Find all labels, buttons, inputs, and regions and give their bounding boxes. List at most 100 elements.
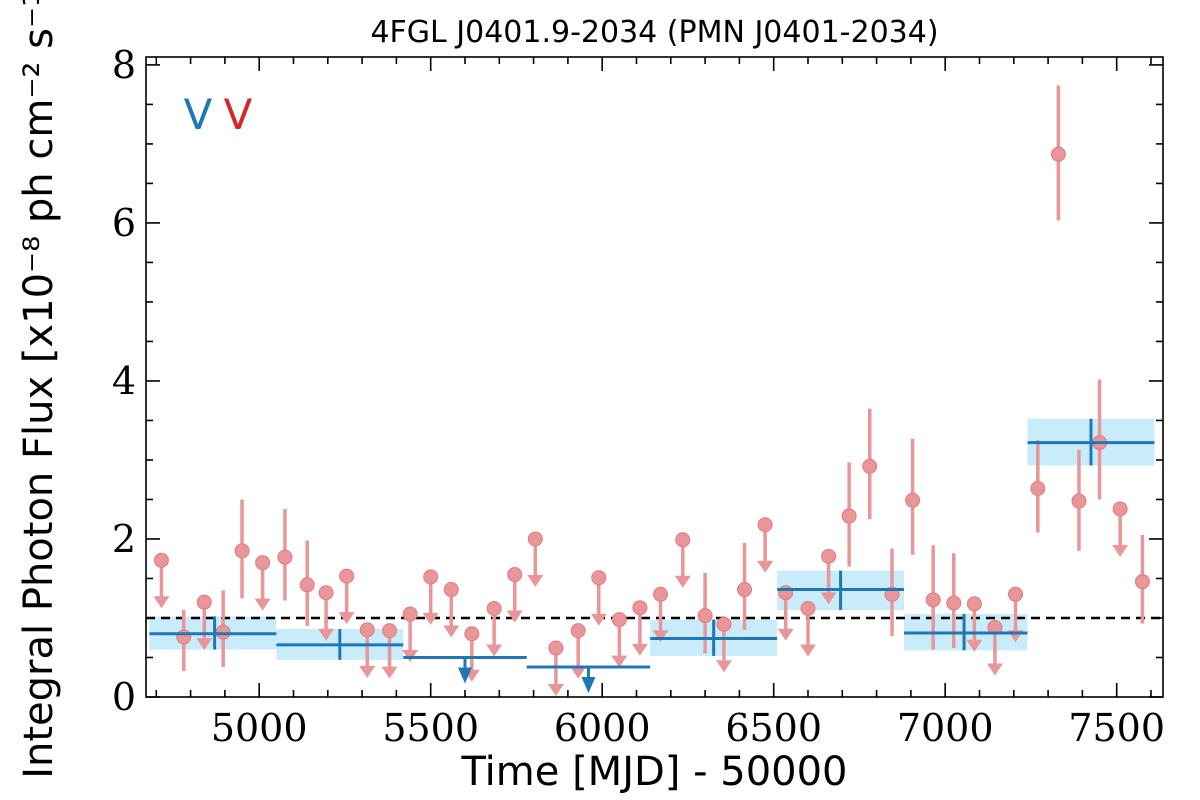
fine-detection-point bbox=[215, 590, 231, 667]
fine-upper-limit bbox=[527, 531, 544, 587]
upper-limit-arrow bbox=[527, 574, 544, 587]
upper-limit-arrow bbox=[486, 644, 503, 657]
upper-limit-arrow bbox=[1112, 544, 1129, 557]
upper-limit-point bbox=[527, 531, 543, 547]
upper-limit-point bbox=[339, 568, 355, 584]
x-tick-label: 5500 bbox=[382, 706, 479, 750]
upper-limit-arrow bbox=[715, 660, 732, 673]
upper-limit-point bbox=[757, 517, 773, 533]
fine-detection-point bbox=[884, 548, 900, 637]
fine-detection-point bbox=[234, 499, 250, 599]
upper-limit-point bbox=[675, 532, 691, 548]
y-tick-label: 6 bbox=[112, 201, 136, 245]
upper-limit-arrow bbox=[820, 592, 837, 605]
x-tick-label: 6500 bbox=[725, 706, 822, 750]
upper-limit-point bbox=[196, 594, 212, 610]
upper-limit-arrow bbox=[777, 628, 794, 641]
fine-upper-limit bbox=[359, 622, 376, 678]
fine-upper-limit bbox=[547, 640, 564, 697]
coarse-bin bbox=[904, 614, 1028, 651]
fine-upper-limit bbox=[381, 623, 398, 679]
fine-detection-point bbox=[697, 572, 713, 654]
upper-limit-arrow bbox=[318, 628, 335, 641]
upper-limit-arrow bbox=[254, 598, 271, 611]
chart-title: 4FGL J0401.9-2034 (PMN J0401-2034) bbox=[370, 15, 938, 50]
fine-detection-point bbox=[841, 462, 857, 567]
data-point bbox=[697, 608, 713, 624]
fine-detection-point bbox=[1092, 379, 1108, 500]
upper-limit-point bbox=[464, 626, 480, 642]
fine-detection-point bbox=[905, 438, 921, 555]
fine-upper-limit bbox=[153, 552, 170, 609]
upper-limit-point bbox=[318, 585, 334, 601]
upper-limit-arrow bbox=[966, 639, 983, 652]
fine-upper-limit bbox=[338, 568, 355, 625]
data-point bbox=[905, 492, 921, 508]
upper-limit-arrow bbox=[757, 560, 774, 573]
fine-detection-point bbox=[1030, 440, 1046, 533]
y-axis-label: Integral Photon Flux [x10⁻⁸ ph cm⁻² s⁻¹] bbox=[16, 0, 62, 779]
fine-upper-limit bbox=[422, 569, 439, 625]
upper-limit-point bbox=[153, 552, 169, 568]
upper-limit-point bbox=[570, 623, 586, 639]
fine-upper-limit bbox=[318, 585, 335, 641]
fine-upper-limit bbox=[590, 570, 607, 626]
legend-entry: V bbox=[184, 90, 213, 139]
coarse-upper-limit-bin bbox=[403, 655, 527, 684]
coarse-bin bbox=[1027, 418, 1155, 466]
fine-detection-point bbox=[1071, 449, 1087, 551]
data-point bbox=[862, 458, 878, 474]
upper-limit-arrow bbox=[986, 663, 1003, 676]
y-tick-label: 2 bbox=[112, 517, 136, 561]
y-tick-label: 4 bbox=[112, 359, 136, 403]
x-tick-labels: 5000 5500 6000 6500 7000 7500 bbox=[211, 706, 1165, 750]
data-point bbox=[299, 577, 315, 593]
data-point bbox=[946, 595, 962, 611]
upper-limit-point bbox=[382, 623, 398, 639]
upper-limit-arrow bbox=[570, 666, 587, 679]
data-point bbox=[925, 592, 941, 608]
upper-limit-point bbox=[423, 569, 439, 585]
coarse-bin bbox=[777, 570, 905, 611]
upper-limit-point bbox=[591, 570, 607, 586]
upper-limit-arrow bbox=[547, 684, 564, 697]
upper-limit-arrow bbox=[422, 612, 439, 625]
fine-upper-limit bbox=[799, 601, 816, 657]
data-point bbox=[176, 629, 192, 645]
upper-limit-arrow bbox=[799, 644, 816, 657]
upper-limit-point bbox=[821, 548, 837, 564]
data-point bbox=[1134, 574, 1150, 590]
fine-upper-limit bbox=[777, 585, 794, 641]
coarse-bin bbox=[276, 629, 404, 660]
coarse-upper-limit-bin bbox=[526, 665, 651, 693]
fine-upper-limit bbox=[966, 596, 983, 652]
x-tick-label: 5000 bbox=[211, 706, 308, 750]
data-point bbox=[737, 582, 753, 598]
upper-limit-arrow bbox=[196, 638, 213, 651]
upper-limit-point bbox=[507, 567, 523, 583]
x-tick-label: 7500 bbox=[1068, 706, 1165, 750]
fine-upper-limit bbox=[652, 586, 669, 643]
upper-limit-arrow bbox=[631, 643, 648, 656]
fine-upper-limit bbox=[674, 532, 691, 588]
upper-limit-point bbox=[443, 582, 459, 598]
upper-limit-arrow bbox=[652, 630, 669, 643]
axis-ticks bbox=[146, 57, 1163, 698]
upper-limit-point bbox=[632, 600, 648, 616]
upper-limit-point bbox=[966, 596, 982, 612]
data-point bbox=[215, 624, 231, 640]
fine-detection-point bbox=[277, 508, 293, 601]
coarse-bin-error-bands bbox=[149, 418, 1155, 660]
upper-limit-arrow bbox=[674, 575, 691, 588]
y-tick-label: 0 bbox=[112, 675, 136, 719]
y-tick-labels: 0 2 4 6 8 bbox=[112, 43, 136, 719]
upper-limit-point bbox=[359, 622, 375, 638]
upper-limit-point bbox=[611, 612, 627, 628]
data-point bbox=[234, 543, 250, 559]
upper-limit-point bbox=[548, 640, 564, 656]
upper-limit-point bbox=[716, 616, 732, 632]
upper-limit-point bbox=[800, 601, 816, 617]
fine-upper-limit bbox=[757, 517, 774, 573]
upper-limit-point bbox=[402, 606, 418, 622]
x-tick-label: 7000 bbox=[897, 706, 994, 750]
